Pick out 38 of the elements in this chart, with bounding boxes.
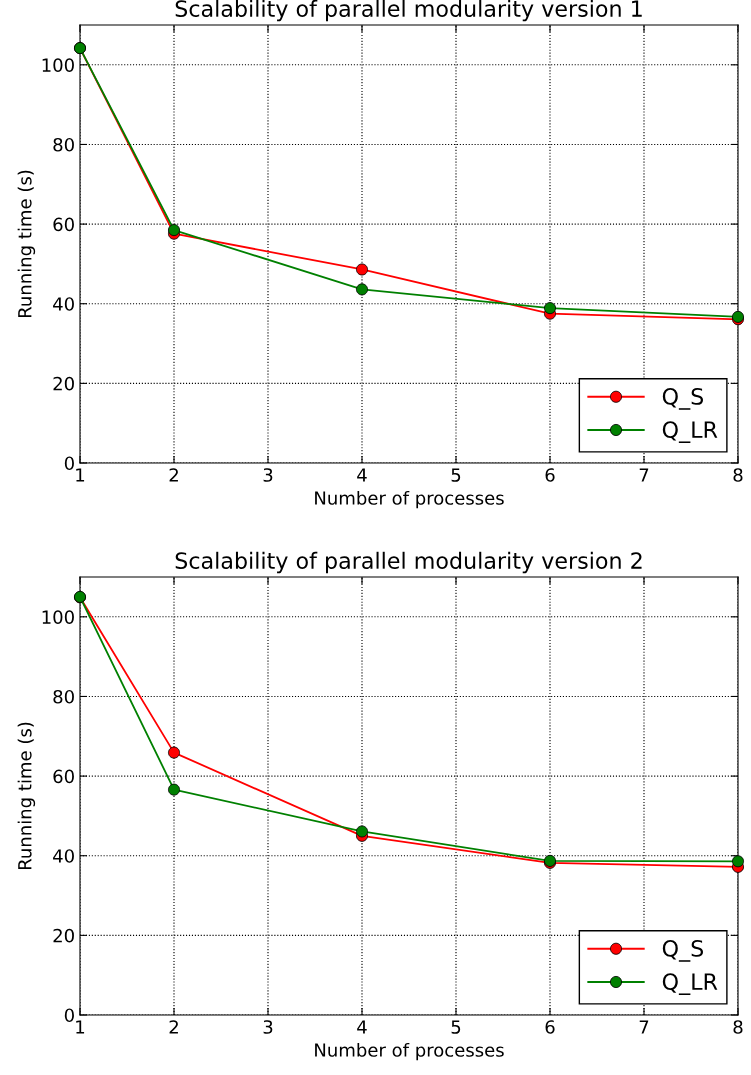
legend-label: Q_LR [662,973,718,995]
y-axis-title: Running time (s) [17,170,36,318]
x-tick-label: 8 [733,1020,743,1034]
x-tick-label: 1 [76,1020,85,1034]
x-tick-label: 3 [263,468,273,482]
legend-label: Q_S [662,388,704,410]
x-tick-label: 5 [451,468,461,482]
x-tick-label: 4 [357,1020,367,1034]
y-tick-label: 40 [53,297,74,311]
legend-label: Q_S [662,940,704,962]
y-tick-label: 100 [42,610,74,624]
x-axis-title: Number of processes [315,1042,504,1061]
x-tick-label: 5 [451,1020,461,1034]
y-tick-label: 100 [42,58,74,72]
chart-title: Scalability of parallel modularity version 1 [175,0,642,22]
x-tick-label: 6 [545,1020,555,1034]
y-tick-label: 0 [64,1008,74,1023]
x-tick-label: 1 [76,468,85,482]
x-axis-title: Number of processes [315,490,504,509]
x-tick-label: 2 [169,1020,178,1034]
y-tick-label: 60 [53,769,74,784]
x-tick-label: 8 [733,468,743,482]
x-tick-label: 2 [169,468,178,482]
y-tick-label: 20 [53,376,74,391]
y-tick-label: 80 [53,689,74,704]
y-tick-label: 20 [53,928,74,943]
x-tick-label: 7 [639,1020,649,1034]
chart-title: Scalability of parallel modularity version 2 [175,551,642,574]
y-tick-label: 80 [53,137,74,152]
x-tick-label: 3 [263,1020,273,1034]
x-tick-label: 4 [357,468,367,482]
y-tick-label: 60 [53,217,74,232]
x-tick-label: 6 [545,468,555,482]
x-tick-label: 7 [639,468,649,482]
y-axis-title: Running time (s) [17,722,36,870]
legend-label: Q_LR [662,421,718,443]
y-tick-label: 40 [53,849,74,863]
y-tick-label: 0 [64,456,74,471]
